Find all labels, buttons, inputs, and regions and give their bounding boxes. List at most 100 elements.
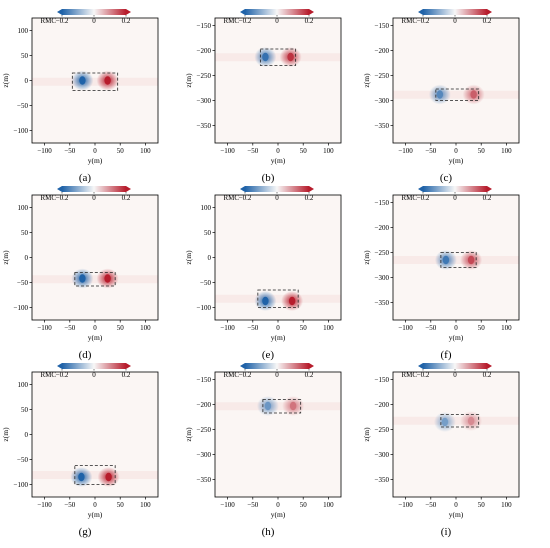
colorbar: RMC −0.2 0 0.2 — [401, 363, 492, 379]
panel-f: −100 −50 0 50 100 −150 −200 −250 −300 −350 y(m) z(m… — [362, 186, 520, 361]
colorbar-label: RMC — [401, 194, 417, 202]
y-tick-label: −50 — [200, 279, 211, 287]
plot-area — [393, 372, 519, 497]
x-tick-label: 100 — [140, 147, 151, 155]
colorbar-tick-label: 0 — [275, 371, 279, 379]
x-tick-label: 100 — [140, 501, 151, 509]
panel-caption: (g) — [79, 526, 92, 538]
y-axis-label: z(m) — [184, 73, 193, 88]
x-axis-label: y(m) — [449, 333, 464, 342]
y-tick-label: −200 — [375, 47, 390, 55]
extremum-core — [441, 417, 449, 427]
x-axis-label: y(m) — [271, 156, 286, 165]
extremum-core — [287, 52, 294, 62]
y-tick-label: −150 — [375, 22, 390, 30]
x-tick-label: 100 — [501, 147, 512, 155]
y-tick-label: −50 — [17, 279, 28, 287]
x-tick-label: −100 — [220, 501, 235, 509]
background-stripe — [393, 416, 519, 425]
colorbar-tick-label: −0.2 — [417, 194, 430, 202]
x-tick-label: −100 — [220, 324, 235, 332]
colorbar-tick-label: 0 — [275, 194, 279, 202]
colorbar-tick-label: 0 — [92, 194, 96, 202]
panel-caption: (f) — [441, 349, 452, 361]
y-tick-label: 0 — [25, 77, 29, 85]
colorbar-gradient — [423, 186, 487, 192]
y-tick-label: −350 — [375, 476, 390, 484]
structure-box — [435, 88, 480, 101]
colorbar-tick-label: 0 — [453, 371, 457, 379]
colorbar-tick-label: 0.2 — [122, 17, 131, 25]
colorbar-extend-min — [418, 9, 423, 15]
y-tick-label: −300 — [197, 451, 212, 459]
y-tick-label: −200 — [375, 224, 390, 232]
plot-area — [393, 18, 519, 143]
y-tick-label: −300 — [375, 451, 390, 459]
x-tick-label: 50 — [117, 147, 125, 155]
y-tick-label: −100 — [14, 304, 29, 312]
x-tick-label: −50 — [425, 324, 436, 332]
x-tick-label: 0 — [93, 324, 97, 332]
x-tick-label: 50 — [478, 324, 486, 332]
background-stripe — [32, 275, 158, 284]
colorbar-gradient — [245, 186, 309, 192]
field — [393, 84, 519, 105]
x-tick-label: 50 — [300, 324, 308, 332]
structure-box — [74, 465, 116, 485]
colorbar-tick-label: 0.2 — [122, 194, 131, 202]
extremum-core — [289, 401, 297, 411]
x-tick-label: 0 — [454, 147, 458, 155]
y-tick-label: 50 — [204, 229, 212, 237]
y-tick-label: −200 — [197, 401, 212, 409]
colorbar-tick-label: −0.2 — [417, 17, 430, 25]
plot-area — [215, 18, 341, 143]
y-axis-label: z(m) — [1, 427, 10, 442]
y-tick-label: 50 — [21, 52, 29, 60]
y-axis-label: z(m) — [184, 427, 193, 442]
x-tick-label: 0 — [454, 501, 458, 509]
extremum-core — [104, 76, 111, 85]
colorbar-tick-label: 0.2 — [305, 371, 314, 379]
colorbar-label: RMC — [223, 17, 239, 25]
colorbar-tick-label: 0 — [453, 17, 457, 25]
extremum-core — [262, 52, 269, 62]
y-tick-label: −150 — [197, 376, 212, 384]
y-axis-label: z(m) — [1, 73, 10, 88]
panel-caption: (c) — [440, 172, 453, 184]
extremum-core — [78, 472, 85, 482]
extremum-core — [467, 255, 475, 265]
x-tick-label: 0 — [93, 501, 97, 509]
colorbar-extend-max — [487, 186, 492, 192]
x-axis-label: y(m) — [271, 333, 286, 342]
y-tick-label: −150 — [197, 22, 212, 30]
y-tick-label: −100 — [197, 304, 212, 312]
x-tick-label: −100 — [37, 147, 52, 155]
y-tick-label: −350 — [375, 299, 390, 307]
colorbar-tick-label: 0 — [92, 371, 96, 379]
colorbar: RMC −0.2 0 0.2 — [40, 186, 131, 202]
extremum-core — [470, 90, 477, 99]
extremum-core — [262, 296, 269, 306]
panel-caption: (i) — [441, 526, 452, 538]
y-tick-label: −150 — [375, 199, 390, 207]
colorbar-extend-max — [487, 363, 492, 369]
colorbar-extend-min — [57, 9, 62, 15]
colorbar-label: RMC — [40, 371, 56, 379]
panel-i: −100 −50 0 50 100 −150 −200 −250 −300 −350 y(m) z(m… — [362, 363, 520, 538]
panel-h: −100 −50 0 50 100 −150 −200 −250 −300 −350 y(m) z(m… — [184, 363, 342, 538]
y-tick-label: −150 — [375, 376, 390, 384]
colorbar-gradient — [423, 9, 487, 15]
colorbar: RMC −0.2 0 0.2 — [40, 9, 131, 25]
colorbar: RMC −0.2 0 0.2 — [401, 186, 492, 202]
x-tick-label: −100 — [398, 324, 413, 332]
y-axis-label: z(m) — [362, 73, 371, 88]
colorbar-tick-label: 0 — [453, 194, 457, 202]
colorbar-tick-label: −0.2 — [56, 194, 69, 202]
field — [32, 268, 158, 289]
panel-caption: (e) — [262, 349, 275, 361]
x-tick-label: −100 — [37, 324, 52, 332]
y-tick-label: −200 — [375, 401, 390, 409]
x-tick-label: 50 — [117, 501, 125, 509]
background-stripe — [32, 471, 158, 479]
plot-area — [32, 195, 158, 320]
